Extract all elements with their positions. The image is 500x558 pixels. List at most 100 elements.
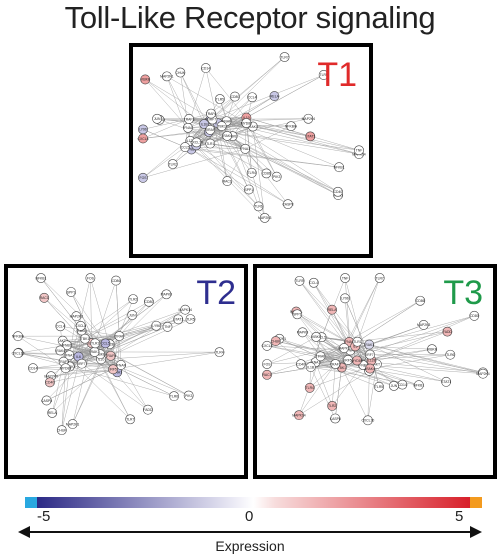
node-circle	[44, 377, 55, 388]
node-label: IFNAR	[221, 120, 232, 124]
network-edge	[60, 301, 149, 351]
node-label: MAPK3	[338, 346, 350, 350]
network-graph-t2: IFNA1IFNA1IL10AKTIFNARIFNB1MAPK3IL6IL12B…	[12, 273, 225, 436]
node-circle	[418, 320, 429, 330]
network-node: FOS	[85, 273, 96, 283]
panel-label-t3: T3	[443, 274, 483, 312]
node-circle	[305, 131, 316, 142]
node-label: TNF	[356, 149, 363, 153]
node-circle	[364, 339, 375, 350]
node-label: CCL5	[101, 342, 110, 346]
network-node: CD14	[200, 63, 211, 73]
network-node: CD80	[469, 310, 480, 321]
network-node: STAT1	[305, 131, 316, 142]
node-circle	[315, 351, 326, 362]
node-circle	[259, 212, 270, 223]
network-edge	[343, 277, 380, 349]
node-label: IRF7	[209, 118, 216, 122]
network-edge	[185, 146, 340, 168]
node-circle	[100, 338, 111, 349]
node-label: TLR9	[320, 73, 328, 77]
node-label: LY96	[341, 297, 349, 301]
network-node: NFKB1	[36, 273, 47, 283]
node-label: TLR4	[215, 350, 223, 354]
node-circle	[311, 331, 322, 342]
node-circle	[47, 407, 58, 418]
network-edge	[315, 362, 333, 406]
network-edge	[142, 126, 253, 139]
network-edge	[60, 314, 133, 351]
network-node: MAP2K3	[417, 320, 430, 330]
network-node: FADD	[143, 404, 153, 415]
network-edge	[210, 56, 285, 120]
node-circle	[205, 138, 216, 149]
network-node: CXCL8	[262, 340, 273, 351]
node-label: TLR4	[306, 386, 314, 390]
node-label: IRAK4	[55, 349, 65, 353]
node-circle	[340, 293, 350, 304]
node-label: TLR7	[376, 276, 384, 280]
network-edge	[142, 119, 213, 178]
network-edge	[196, 145, 259, 207]
network-edge	[52, 366, 70, 413]
node-label: IRAK1	[248, 125, 258, 129]
network-edge	[245, 125, 292, 149]
node-circle	[151, 320, 162, 331]
network-node: IL1B	[305, 362, 316, 372]
node-label: CCL4	[309, 281, 318, 285]
network-edge	[145, 79, 211, 130]
network-node: JUN	[152, 113, 163, 124]
node-label: TRAF3	[330, 362, 341, 366]
node-label: CXCL10	[12, 351, 25, 355]
node-label: CD80	[231, 95, 240, 99]
network-node: CASP8	[41, 395, 52, 406]
node-circle	[76, 358, 87, 369]
network-edge	[369, 368, 403, 385]
node-label: CCL5	[181, 145, 190, 149]
network-edge	[320, 300, 421, 357]
node-circle	[13, 348, 23, 359]
network-node: TLR1	[352, 336, 363, 347]
network-edge	[210, 74, 324, 120]
node-label: STAT1	[441, 380, 451, 384]
node-circle	[271, 171, 282, 182]
node-label: IFNA1	[346, 349, 356, 353]
network-node: IFNA1	[183, 122, 193, 133]
network-edge	[369, 344, 447, 382]
node-circle	[162, 321, 173, 332]
node-circle	[352, 336, 363, 347]
network-edge	[190, 140, 289, 205]
network-node: CD80	[230, 91, 240, 102]
network-edge	[344, 277, 370, 371]
node-label: IRAK4	[222, 134, 232, 138]
node-label: IKBKE	[95, 352, 106, 356]
network-node: RELA	[47, 407, 58, 418]
node-label: IFNB1	[187, 148, 197, 152]
node-label: SPP1	[67, 290, 76, 294]
network-node: TIRAP	[205, 124, 216, 135]
network-node: NFKB1	[413, 380, 424, 391]
node-label: IL1B	[201, 122, 209, 126]
node-label: STAT1	[305, 135, 315, 139]
network-node: MAPK3	[338, 343, 350, 353]
node-circle	[318, 70, 329, 80]
network-edge	[110, 309, 186, 357]
node-circle	[173, 314, 184, 325]
node-label: LY96	[139, 128, 147, 132]
expression-legend: -5 0 5 Expression	[0, 480, 500, 558]
network-node: TBK1	[80, 333, 90, 344]
node-label: TNF	[164, 325, 171, 329]
node-label: MAP2K4	[476, 372, 489, 376]
network-edge	[309, 350, 351, 388]
node-circle	[442, 326, 453, 337]
node-label: IL10	[98, 358, 105, 362]
node-circle	[283, 199, 293, 210]
node-circle	[67, 419, 78, 429]
network-edge	[266, 345, 349, 361]
node-label: IRAK1	[90, 350, 100, 354]
network-panel-t2: IFNA1IFNA1IL10AKTIFNARIFNB1MAPK3IL6IL12B…	[4, 264, 248, 479]
node-label: CHUK	[57, 428, 67, 432]
node-label: RAC1	[223, 179, 232, 183]
network-graph-t3: IFNA1IFNA1IL10AKTIFNARIFNB1MAPK3IL6IL12B…	[262, 273, 490, 426]
network-node: RAC1	[222, 176, 233, 186]
